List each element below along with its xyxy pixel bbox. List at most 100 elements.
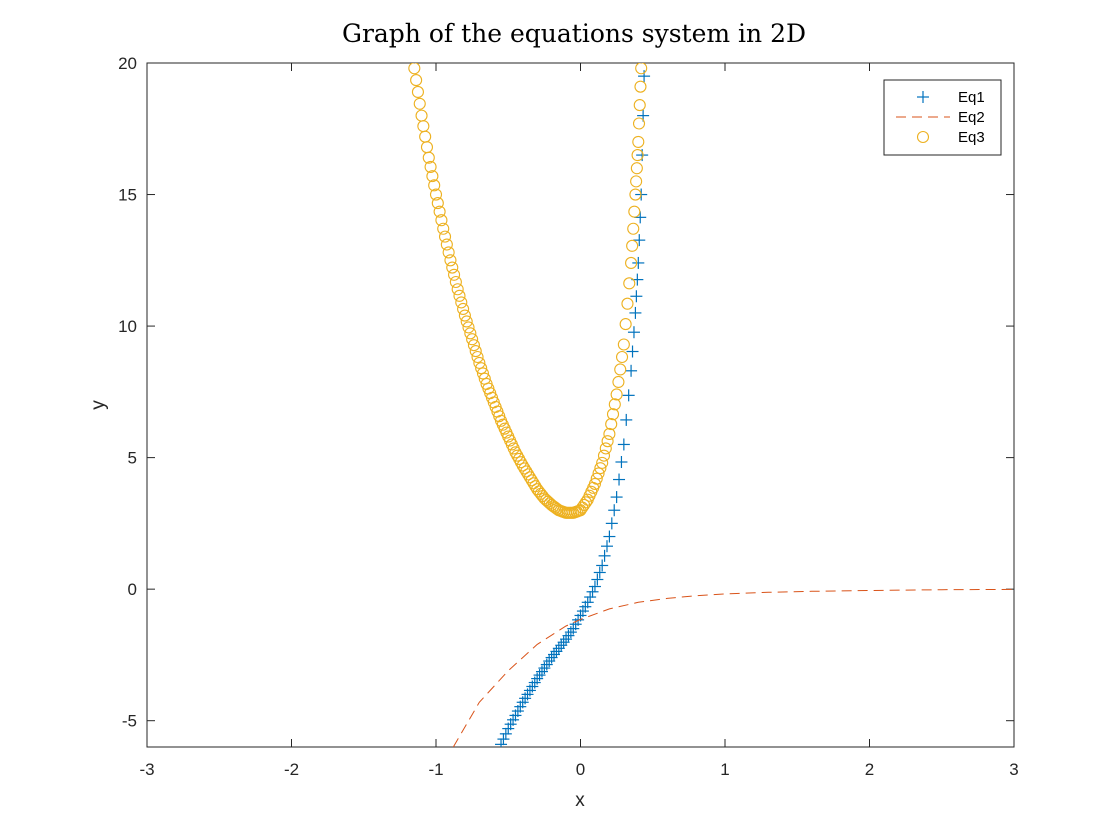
data-point-eq3 [446,261,459,274]
data-point-eq3 [426,170,439,183]
data-point-eq3 [460,315,473,328]
data-point-eq1 [615,456,628,468]
data-point-eq1 [598,549,611,562]
data-point-eq3 [632,117,646,130]
data-point-eq3 [623,277,636,290]
data-point-eq3 [516,459,529,472]
y-tick-label: -5 [122,712,137,731]
data-point-eq3 [523,471,536,484]
data-point-eq3 [606,408,620,421]
data-point-eq3 [599,442,612,455]
data-point-eq1 [622,389,635,402]
data-point-eq3 [619,318,632,331]
data-point-eq1 [548,648,561,661]
data-point-eq1 [550,645,563,658]
legend-item-eq2: Eq2 [896,109,985,126]
data-point-eq1 [557,636,570,649]
data-point-eq1 [591,573,604,586]
y-tick-label: 5 [128,449,137,468]
data-point-eq3 [632,135,645,148]
data-point-eq1 [605,517,618,530]
data-point-eq1 [630,290,643,303]
data-point-eq3 [440,238,453,251]
data-point-eq1 [545,651,558,664]
data-point-eq3 [453,289,466,302]
data-point-eq1 [625,364,638,377]
data-point-eq3 [514,456,527,469]
data-point-eq3 [428,179,441,192]
series-eq2 [452,588,1014,747]
data-point-eq3 [464,327,477,340]
data-point-eq3 [621,297,634,310]
data-point-eq3 [630,175,643,188]
data-point-eq1 [629,306,642,319]
y-tick-label: 15 [118,186,137,205]
y-tick-label: 0 [128,580,137,599]
data-point-eq1 [555,639,568,652]
x-axis-label: x [575,790,585,811]
series-eq1 [495,70,651,747]
data-point-eq3 [411,85,424,98]
data-point-eq3 [603,427,616,440]
data-point-eq1 [610,491,623,504]
data-point-eq3 [610,388,623,401]
data-point-eq1 [632,256,645,269]
x-tick-label: 0 [576,760,585,779]
data-point-eq1 [620,413,633,426]
data-point-eq1 [593,566,606,579]
data-point-eq3 [527,477,540,490]
data-point-eq3 [422,151,435,164]
data-point-eq3 [509,446,522,459]
x-tick-label: 1 [720,760,729,779]
data-point-eq3 [457,302,470,316]
data-point-eq3 [476,367,490,380]
data-point-eq1 [633,234,646,247]
data-point-eq3 [413,97,426,110]
data-point-eq1 [626,345,639,358]
data-point-eq3 [462,321,475,334]
data-point-eq3 [437,222,450,235]
data-point-eq1 [552,642,565,655]
data-point-eq1 [581,596,594,609]
data-point-eq3 [631,149,644,162]
data-point-eq3 [634,80,647,93]
legend-swatch-eq1 [917,91,929,103]
y-axis-label: y [88,400,109,410]
data-point-eq3 [520,465,533,478]
x-tick-label: -3 [139,760,154,779]
data-point-eq3 [475,362,488,375]
legend-item-eq3: Eq3 [916,129,985,146]
data-point-eq3 [592,467,605,480]
plot-area [146,62,1015,748]
data-point-eq3 [467,339,480,352]
data-point-eq3 [471,350,484,364]
data-point-eq1 [584,591,597,604]
data-point-eq3 [608,398,621,411]
data-point-eq3 [458,309,471,322]
x-tick-labels: -3 -2 -1 0 1 2 3 [139,760,1018,779]
x-tick-label: -1 [428,760,443,779]
data-point-eq3 [448,268,461,281]
data-point-eq3 [469,345,482,358]
data-point-eq3 [605,418,618,431]
data-point-eq3 [590,472,603,485]
legend-label: Eq1 [958,89,985,106]
data-point-eq3 [431,197,444,210]
data-point-eq3 [435,214,448,227]
y-tick-labels: -5 0 5 10 15 20 [118,54,137,731]
data-point-eq1 [586,585,599,598]
data-point-eq3 [429,188,443,201]
data-point-eq3 [433,205,446,218]
data-point-eq3 [615,350,629,364]
legend-label: Eq3 [958,129,985,146]
data-point-eq1 [495,738,508,747]
data-point-eq3 [442,246,455,259]
data-point-eq3 [597,449,611,462]
data-point-eq1 [497,733,510,746]
legend: Eq1 Eq2 Eq3 [883,79,1002,156]
x-tick-label: 3 [1009,760,1018,779]
data-point-eq3 [579,496,592,509]
series-line-eq2 [452,588,1014,747]
data-point-eq3 [594,462,607,475]
data-point-eq3 [455,296,468,309]
